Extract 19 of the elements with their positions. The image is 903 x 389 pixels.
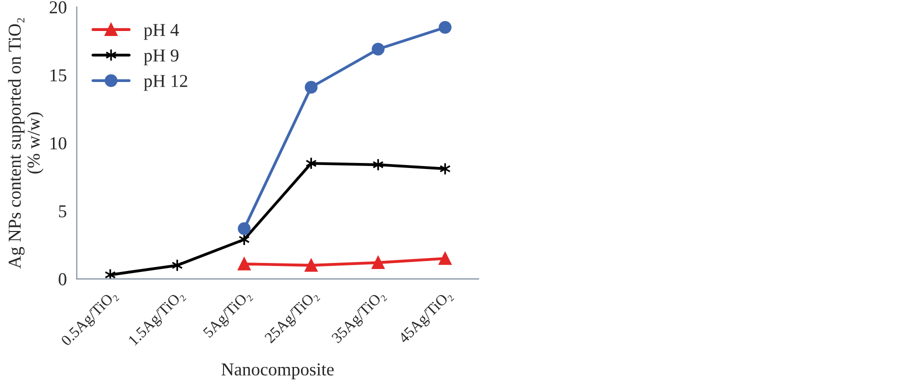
y-tick-label: 15 bbox=[50, 69, 66, 82]
y-axis-title: Ag NPs content supported on TiO₂ (% w/w) bbox=[8, 18, 44, 269]
point bbox=[438, 252, 452, 265]
point bbox=[372, 42, 385, 56]
legend-label: pH 12 bbox=[144, 74, 188, 91]
point bbox=[238, 222, 251, 235]
legend-label: pH 9 bbox=[144, 49, 178, 66]
y-tick-label: 10 bbox=[50, 137, 66, 150]
x-axis-title: Nanocomposite bbox=[222, 363, 334, 380]
point bbox=[304, 258, 318, 272]
y-tick-label: 0 bbox=[58, 273, 66, 286]
point bbox=[372, 256, 385, 269]
point bbox=[304, 80, 318, 94]
point bbox=[438, 21, 452, 34]
y-tick-label: 5 bbox=[59, 205, 66, 218]
point bbox=[104, 268, 116, 279]
y-tick-label: 20 bbox=[50, 1, 66, 14]
legend-label: pH 4 bbox=[144, 24, 179, 40]
point bbox=[238, 258, 251, 270]
